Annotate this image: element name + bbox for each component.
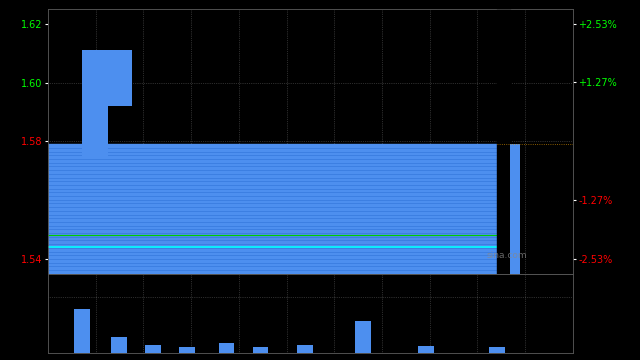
Text: sina.com: sina.com <box>486 251 527 260</box>
Bar <box>253 347 268 353</box>
Bar <box>219 342 234 353</box>
Bar <box>510 144 520 274</box>
Bar <box>82 50 108 159</box>
Bar <box>355 321 371 353</box>
Bar <box>297 345 313 353</box>
Bar <box>108 50 132 106</box>
Bar <box>489 347 504 353</box>
Bar <box>418 346 434 353</box>
Bar <box>74 309 90 353</box>
Bar <box>179 347 195 353</box>
Bar <box>145 345 161 353</box>
Bar <box>111 337 127 353</box>
